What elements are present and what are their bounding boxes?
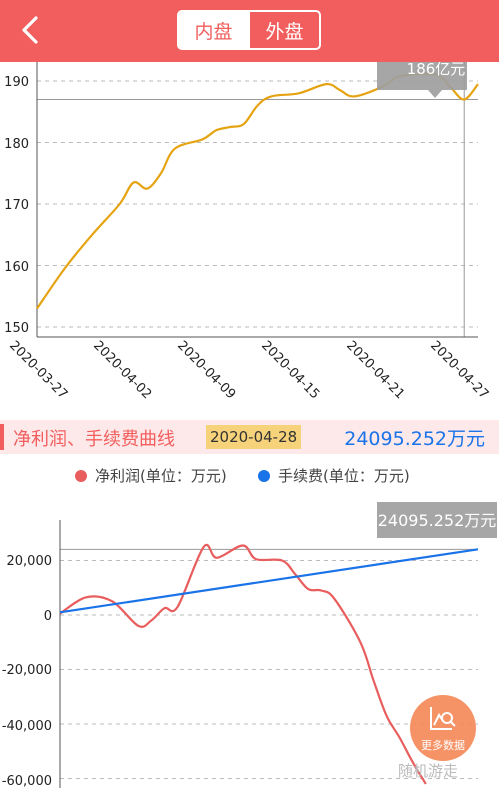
legend-dot-fee	[258, 469, 270, 482]
x-tick-label: 2020-04-02	[90, 338, 154, 402]
tab-inner-market[interactable]: 内盘	[179, 12, 248, 48]
back-arrow-icon[interactable]	[14, 12, 48, 48]
series-line-fee	[59, 548, 479, 614]
legend-item-fee[interactable]: 手续费(单位：万元)	[258, 465, 410, 486]
volume-line-chart[interactable]: 190 180 170 160 150 2020-03-27 2020-04-0…	[0, 62, 499, 414]
y-tick-label: -20,000	[2, 663, 52, 678]
x-tick-label: 2020-04-27	[427, 338, 491, 402]
y-tick-label: 160	[4, 260, 29, 275]
tooltip-text: 186亿元	[407, 62, 466, 78]
y-tick-label: -60,000	[2, 774, 52, 788]
y-tick-label: 170	[4, 198, 29, 213]
tooltip-pointer	[428, 90, 442, 98]
more-data-button[interactable]: 更多数据	[410, 695, 476, 761]
more-data-label: 更多数据	[421, 739, 465, 752]
legend-item-profit[interactable]: 净利润(单位：万元)	[75, 465, 227, 486]
y-tick-label: -40,000	[2, 719, 52, 734]
legend-label-profit: 净利润(单位：万元)	[95, 467, 227, 485]
app-header: 内盘 外盘	[0, 0, 499, 62]
y-tick-label: 180	[4, 137, 29, 152]
chart-legend: 净利润(单位：万元) 手续费(单位：万元)	[0, 465, 499, 491]
y-tick-label: 0	[44, 609, 52, 624]
legend-label-fee: 手续费(单位：万元)	[278, 467, 410, 485]
legend-dot-profit	[75, 469, 87, 482]
x-tick-label: 2020-04-21	[343, 338, 407, 402]
x-tick-label: 2020-03-27	[6, 338, 70, 402]
x-tick-label: 2020-04-15	[258, 338, 322, 402]
section-title: 净利润、手续费曲线	[13, 429, 175, 450]
tooltip-box	[377, 502, 497, 538]
section-accent-bar	[0, 424, 4, 450]
y-tick-label: 20,000	[7, 554, 53, 569]
profit-fee-section-header: 净利润、手续费曲线 2020-04-28 24095.252万元	[0, 420, 499, 454]
series-line-profit	[59, 543, 427, 785]
chart-search-icon	[430, 707, 456, 730]
watermark: 随机游走	[398, 762, 459, 780]
profit-fee-line-chart[interactable]: 20,000 0 -20,000 -40,000 -60,000 24095.2…	[0, 490, 499, 788]
selected-date: 2020-04-28	[206, 425, 302, 449]
selected-value: 24095.252万元	[344, 428, 485, 450]
tab-outer-market[interactable]: 外盘	[248, 12, 319, 48]
market-toggle: 内盘 外盘	[177, 10, 321, 50]
x-tick-label: 2020-04-09	[174, 338, 238, 402]
tooltip-box	[377, 62, 467, 90]
series-line-volume	[36, 72, 479, 310]
y-tick-label: 150	[4, 321, 29, 336]
y-tick-label: 190	[4, 75, 29, 90]
tooltip-text: 24095.252万元	[378, 511, 497, 530]
